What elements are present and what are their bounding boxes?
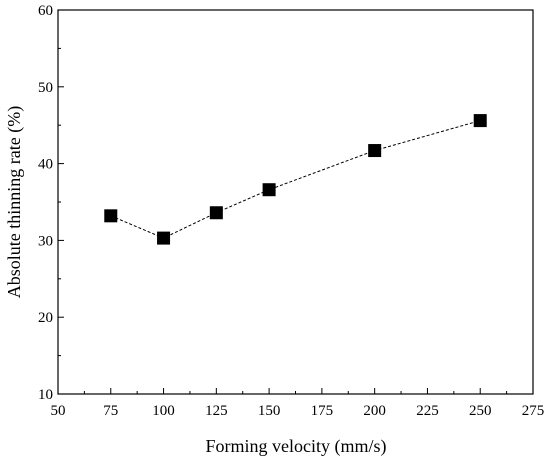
x-tick-label: 75: [103, 403, 118, 419]
y-axis-title: Absolute thinning rate (%): [4, 106, 25, 298]
x-tick-label: 225: [416, 403, 439, 419]
y-tick-label: 50: [38, 80, 53, 96]
plot-frame: [57, 9, 534, 395]
x-tick-label: 150: [258, 403, 281, 419]
series-line: [110, 120, 481, 239]
data-point: [209, 206, 223, 220]
data-point: [157, 231, 171, 245]
x-tick-label: 125: [205, 403, 228, 419]
data-point: [368, 144, 382, 158]
y-tick-label: 30: [38, 233, 53, 249]
x-tick-label: 100: [152, 403, 175, 419]
x-tick-label: 200: [363, 403, 386, 419]
y-tick-label: 20: [38, 310, 53, 326]
y-tick-label: 10: [38, 387, 53, 403]
x-tick-label: 50: [51, 403, 66, 419]
y-tick-label: 60: [38, 3, 53, 19]
x-tick-label: 250: [469, 403, 492, 419]
data-point: [262, 183, 276, 197]
plot-area: 50 75 100 125 150 175 200 225 250 275 10 20 30 40 50 60: [38, 3, 544, 419]
data-point: [473, 114, 487, 128]
y-tick-label: 40: [38, 157, 53, 173]
x-tick-label: 275: [522, 403, 545, 419]
x-axis-title: Forming velocity (mm/s): [206, 436, 387, 457]
x-tick-label: 175: [311, 403, 334, 419]
data-point: [104, 209, 118, 223]
